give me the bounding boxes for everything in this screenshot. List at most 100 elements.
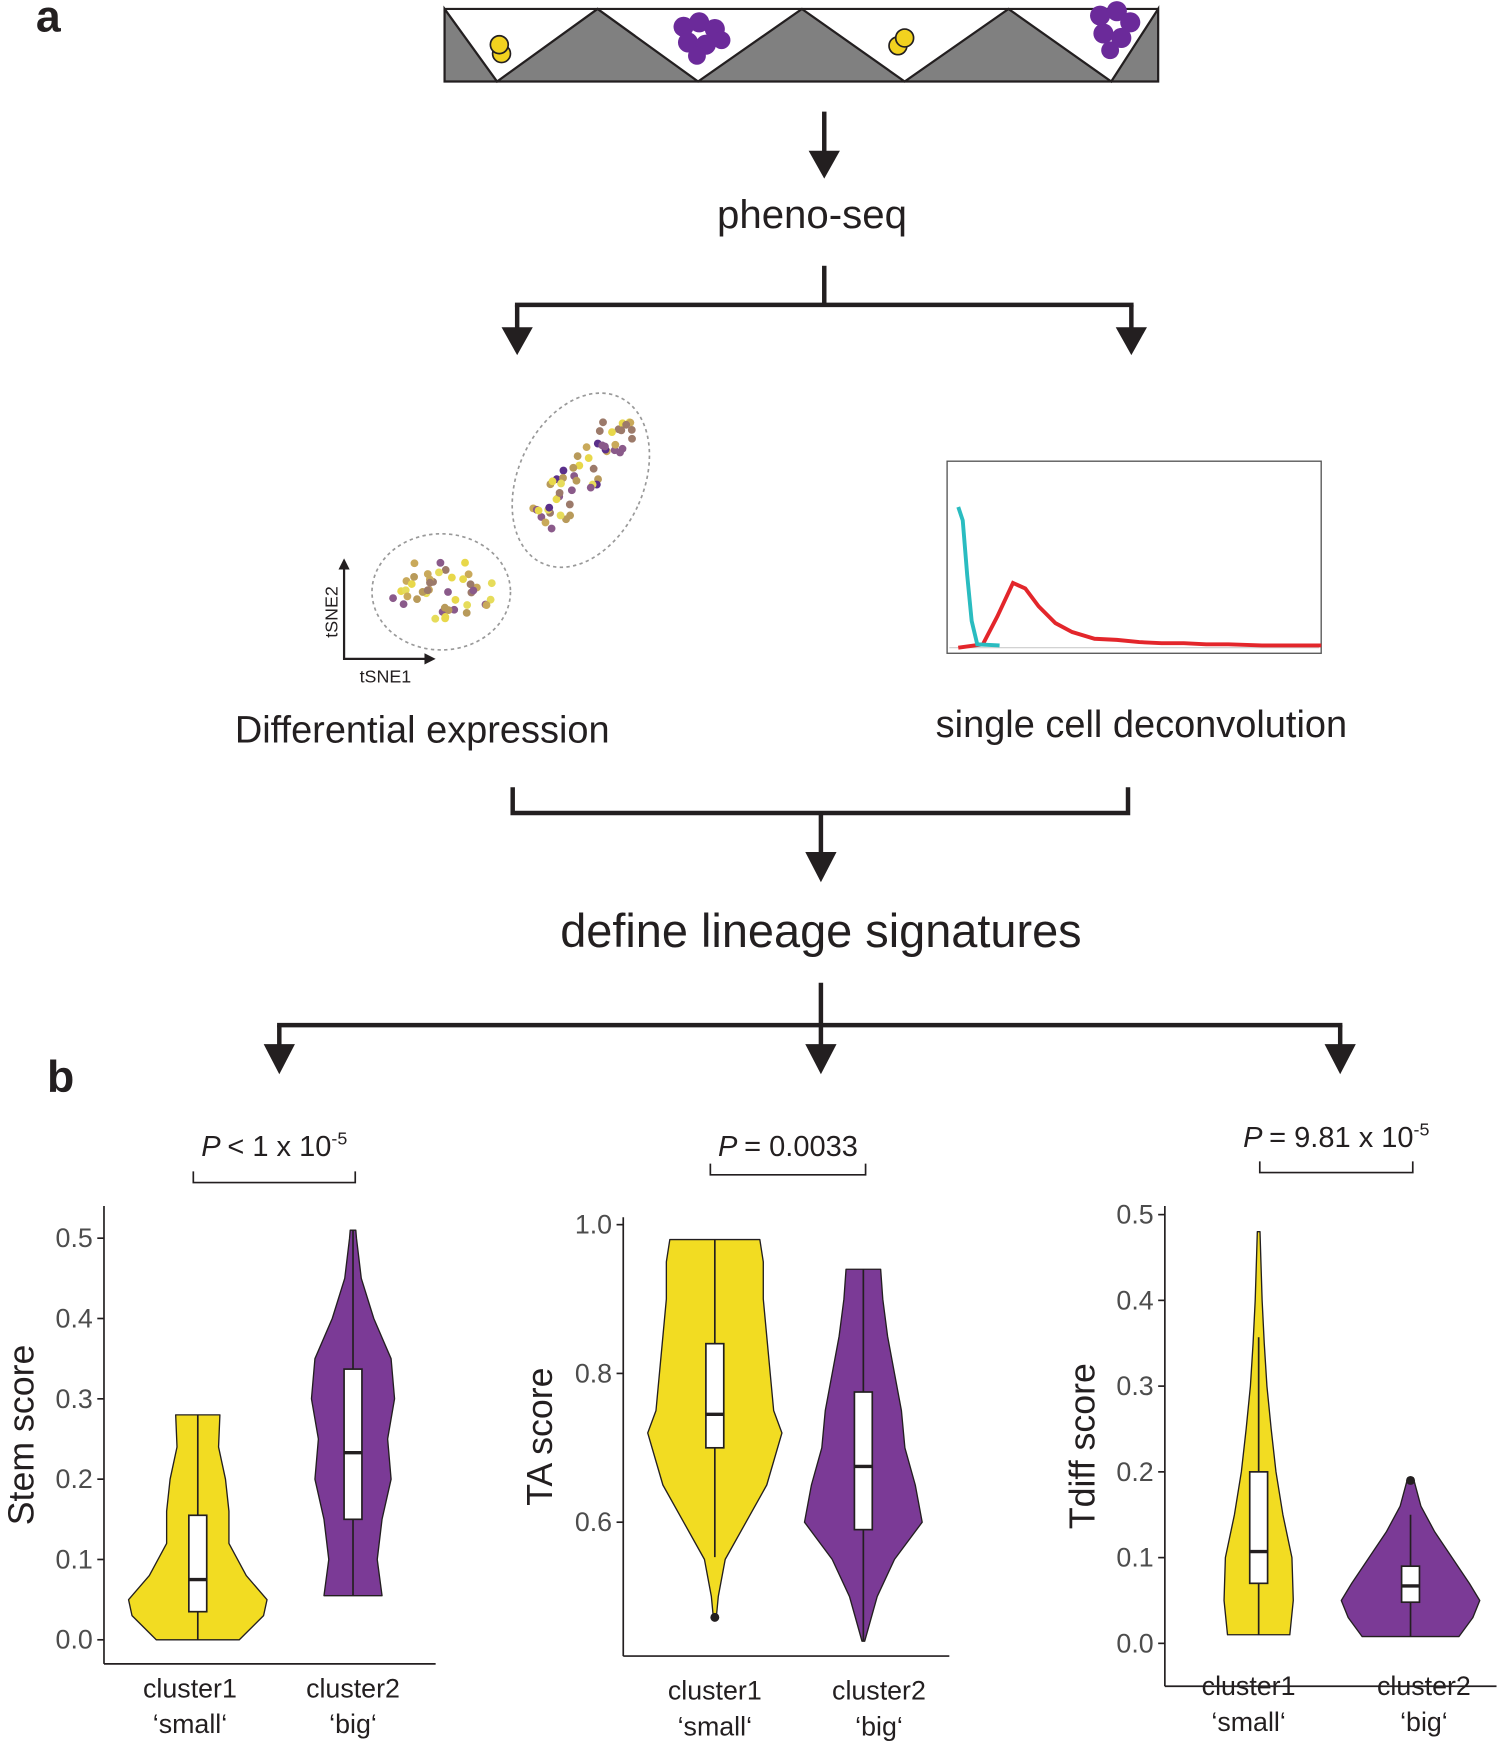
y-tick-label: 0.5 — [1116, 1200, 1153, 1230]
p-value-text: = 0.0033 — [744, 1131, 858, 1163]
significance-bracket — [192, 1171, 357, 1184]
p-value-text: = 9.81 x 10 — [1269, 1122, 1413, 1154]
y-tick-label: 0.4 — [1116, 1285, 1153, 1315]
panel-label: b — [47, 1053, 74, 1102]
y-tick-label: 0.1 — [1116, 1543, 1153, 1573]
tsne-dot — [410, 572, 418, 581]
tsne-dot — [413, 595, 421, 604]
tsne-dot — [572, 476, 581, 485]
y-tick-label: 0.2 — [56, 1464, 93, 1494]
box — [1248, 1471, 1269, 1585]
tsne-dot — [534, 506, 543, 515]
box — [1400, 1565, 1421, 1604]
outlier — [1406, 1475, 1416, 1485]
y-tick-label: 0.1 — [56, 1544, 93, 1574]
tsne-dot — [440, 603, 449, 612]
panel-label: a — [36, 0, 62, 41]
x-tick-label: cluster1 — [668, 1676, 762, 1706]
tsne-dot — [537, 513, 546, 521]
y-axis-label: Stem score — [2, 1345, 42, 1526]
y-tick-label: 0.3 — [1116, 1371, 1153, 1401]
tsne-dot — [589, 464, 598, 473]
tsne-dot — [541, 518, 550, 527]
y-tick-label: 0.5 — [56, 1223, 93, 1253]
p-value: P = 9.81 x 10-5 — [1243, 1120, 1429, 1154]
tsne-dot — [403, 592, 412, 601]
tsne-dot — [566, 511, 575, 520]
x-tick-sublabel: ‘small‘ — [1211, 1707, 1285, 1737]
tsne-dot — [575, 461, 584, 470]
tsne-dot — [601, 442, 609, 451]
tsne-dot — [464, 570, 473, 579]
arrowheads — [263, 150, 1356, 1075]
box — [705, 1342, 725, 1449]
y-tick-label: 0.8 — [575, 1358, 612, 1388]
significance-bracket — [1258, 1161, 1414, 1174]
deconvolution-plot — [946, 460, 1322, 654]
p-value-italic: P — [1243, 1122, 1263, 1154]
tsne-dot — [444, 588, 452, 596]
tsne-dot — [407, 580, 416, 588]
significance-bracket — [709, 1163, 867, 1176]
tsne-dot — [389, 594, 397, 603]
y-tick-label: 0.3 — [56, 1384, 93, 1414]
p-value-italic: P — [718, 1131, 738, 1163]
tsne-dot — [548, 477, 557, 486]
p-value-superscript: -5 — [1414, 1120, 1430, 1140]
tsne-dot — [599, 418, 607, 427]
p-value-text: < 1 x 10 — [227, 1131, 331, 1163]
small-organoid — [489, 28, 915, 64]
branch-label: Differential expression — [235, 710, 610, 752]
tsne-dot — [436, 558, 445, 567]
box — [343, 1368, 363, 1521]
tsne-dot — [622, 420, 631, 429]
tsne-dot — [616, 448, 624, 457]
tsne-dot — [556, 511, 565, 520]
tsne-dot — [627, 425, 636, 434]
y-tick-label: 0.4 — [56, 1303, 93, 1333]
tsne-dot — [447, 573, 456, 582]
p-value-superscript: -5 — [331, 1129, 347, 1149]
flow-lines — [277, 111, 1343, 1050]
axis-label: tSNE2 — [321, 586, 341, 638]
x-tick-sublabel: ‘small‘ — [678, 1711, 752, 1741]
p-value: P = 0.0033 — [718, 1131, 858, 1163]
box — [188, 1514, 208, 1613]
y-tick-label: 0.0 — [56, 1625, 93, 1655]
tsne-dot — [559, 466, 568, 475]
tsne-dot — [462, 608, 471, 617]
y-tick-label: 0.2 — [1116, 1457, 1153, 1487]
tsne-dot — [482, 601, 491, 609]
step-label: define lineage signatures — [560, 905, 1081, 957]
tsne-dot — [423, 586, 432, 595]
p-value-italic: P — [201, 1131, 221, 1163]
x-tick-label: cluster1 — [1202, 1671, 1296, 1701]
tsne-dot — [565, 500, 574, 509]
microwell-array — [443, 5, 1160, 84]
tsne-dot — [435, 568, 443, 577]
tsne-dot — [617, 426, 626, 435]
tsne-dot — [399, 600, 408, 609]
tsne-dot — [611, 440, 620, 449]
y-axis-label: TA score — [520, 1367, 560, 1505]
tsne-dot — [586, 483, 595, 492]
tsne-dot — [461, 558, 469, 567]
x-tick-label: cluster2 — [1377, 1671, 1471, 1701]
tsne-dot — [441, 566, 450, 574]
p-value: P < 1 x 10-5 — [201, 1129, 347, 1163]
tsne-dot — [410, 559, 419, 568]
tsne-dot — [573, 452, 582, 461]
tsne-dot — [466, 580, 475, 589]
y-tick-label: 0.0 — [1116, 1628, 1153, 1658]
y-tick-label: 1.0 — [575, 1210, 612, 1240]
tsne-dot — [582, 443, 591, 452]
tsne-dot — [628, 434, 636, 443]
tsne-dot — [463, 601, 472, 609]
y-axis-label: Tdiff score — [1063, 1363, 1103, 1529]
x-tick-sublabel: ‘big‘ — [1400, 1707, 1448, 1737]
tsne-dot — [608, 428, 616, 437]
x-tick-label: cluster1 — [143, 1673, 237, 1703]
x-tick-sublabel: ‘big‘ — [329, 1709, 377, 1739]
tsne-dot — [441, 614, 450, 623]
